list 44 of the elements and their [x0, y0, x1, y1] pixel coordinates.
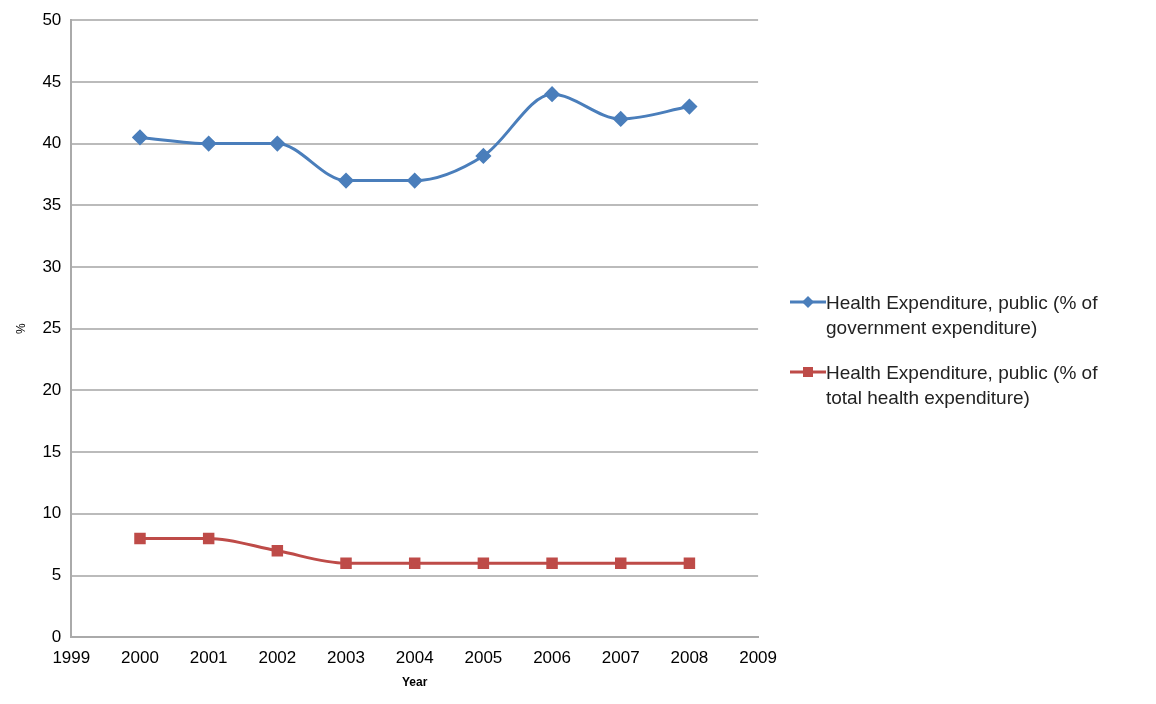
y-axis-title: %	[13, 323, 28, 335]
x-axis-title: Year	[402, 675, 428, 690]
point	[132, 129, 148, 145]
point	[408, 557, 421, 569]
y-tick-label: 20	[42, 380, 62, 400]
point	[613, 111, 629, 127]
y-tick-label: 15	[42, 441, 62, 461]
point	[614, 557, 627, 569]
point	[477, 557, 490, 569]
legend-label: Health Expenditure, public (% of government expenditure)	[826, 291, 1099, 340]
point	[544, 86, 560, 102]
point	[546, 557, 558, 569]
point	[201, 136, 217, 152]
point	[338, 173, 354, 189]
point	[271, 545, 284, 557]
point	[269, 136, 285, 152]
point	[202, 532, 215, 545]
x-tick-label: 2001	[189, 648, 228, 668]
y-tick-label: 45	[42, 71, 62, 91]
point	[407, 173, 423, 189]
x-tick-label: 2000	[121, 648, 159, 668]
x-tick-label: 2002	[258, 648, 297, 668]
y-tick-label: 0	[51, 626, 62, 646]
x-tick-label: 2006	[533, 648, 571, 668]
x-tick-label: 2003	[327, 648, 365, 668]
legend-label: Health Expenditure, public (% of total health expenditure)	[826, 361, 1099, 410]
y-tick-label: 35	[42, 194, 62, 214]
y-tick-label: 30	[42, 256, 62, 276]
y-tick-label: 40	[42, 133, 62, 153]
point	[340, 557, 352, 569]
x-tick-label: 2007	[601, 648, 640, 668]
point	[475, 148, 491, 164]
point	[683, 557, 696, 569]
x-tick-label: 2008	[670, 648, 709, 668]
x-tick-label: 2005	[464, 648, 503, 668]
x-tick-label: 2009	[739, 648, 777, 668]
point	[681, 99, 697, 115]
y-tick-label: 50	[42, 9, 62, 29]
x-tick-label: 1999	[52, 648, 91, 668]
y-tick-label: 5	[51, 565, 62, 585]
point	[134, 532, 146, 545]
y-tick-label: 10	[42, 503, 62, 523]
x-tick-label: 2004	[395, 648, 434, 668]
y-tick-label: 25	[42, 318, 62, 338]
